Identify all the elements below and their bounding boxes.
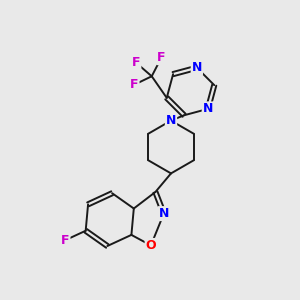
Text: F: F (132, 56, 140, 69)
Text: F: F (130, 78, 139, 91)
Text: N: N (159, 207, 169, 220)
Text: N: N (203, 102, 213, 116)
Text: O: O (146, 239, 156, 252)
Text: N: N (192, 61, 202, 74)
Text: N: N (166, 114, 176, 127)
Text: F: F (61, 234, 70, 247)
Text: F: F (157, 51, 166, 64)
